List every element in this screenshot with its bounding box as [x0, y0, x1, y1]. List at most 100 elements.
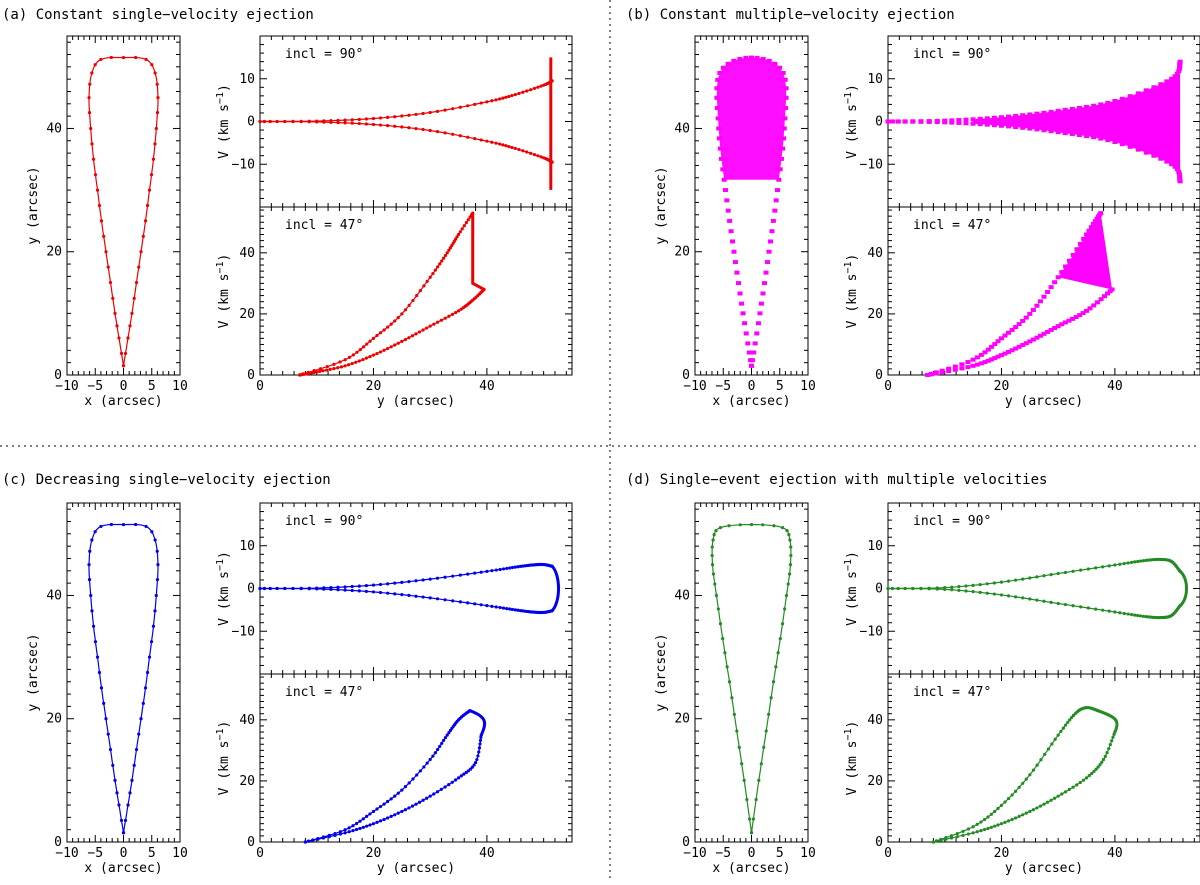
shape-curve-point — [713, 582, 717, 586]
pv90-upper-point — [451, 574, 455, 578]
pv90-lower-point — [435, 130, 440, 134]
pv47-lower-point — [986, 826, 990, 831]
shape-curve-point — [714, 106, 720, 111]
pv90-upper-point — [501, 96, 505, 100]
pv90-lower-point — [977, 122, 983, 127]
shape-curve-point — [115, 791, 119, 795]
pv47-upper-point — [443, 253, 448, 258]
pv90-upper-point — [357, 584, 361, 588]
shape-curve-point — [787, 572, 792, 576]
pv47-lower-point — [443, 785, 447, 789]
shape-curve-point — [153, 538, 157, 542]
shape-ylabel: y (arcsec) — [654, 166, 669, 244]
shape-curve-point — [774, 665, 778, 669]
y-tick-label: 0 — [247, 368, 255, 383]
shape-curve-point — [137, 732, 141, 736]
c-pv47-frame — [259, 673, 573, 843]
panel-title-d: (d) Single−event ejection with multiple … — [626, 472, 1047, 488]
pv90-lower-point — [971, 590, 975, 594]
pv90-lower-point — [1113, 610, 1117, 614]
pv47-upper-point — [979, 820, 983, 824]
shape-curve-point — [91, 624, 96, 628]
shape-curve-point — [99, 57, 103, 62]
shape-curve-point — [716, 126, 722, 131]
pv90-lower-point — [1062, 131, 1068, 136]
y-tick-label: 10 — [239, 72, 255, 87]
pv47-upper-point — [365, 342, 369, 346]
pv47-upper-point — [396, 315, 400, 320]
pv47-lower-point — [1041, 331, 1047, 336]
pv47-upper-point — [998, 336, 1004, 341]
pv47-lower-point — [1021, 813, 1025, 817]
pv47-upper-point — [1020, 318, 1026, 323]
ylabel-part: ) — [845, 551, 860, 559]
pv47-upper-point — [347, 355, 352, 359]
pv47-lower-point — [978, 361, 984, 366]
shape-curve-point — [727, 680, 732, 684]
pv47-upper-point — [425, 761, 429, 765]
pv90-upper-point — [1176, 66, 1182, 71]
shape-curve-point — [111, 763, 115, 767]
pv47-upper-point — [1056, 733, 1060, 737]
pv47-upper-point — [393, 794, 397, 798]
pv90-lower-point — [1129, 613, 1134, 617]
pv47-lower-point — [447, 783, 451, 787]
pv47-upper-point — [375, 807, 379, 811]
pv90-upper-line — [888, 558, 1181, 590]
pv47-lower-point — [389, 345, 393, 349]
pv90-lower-point — [371, 590, 376, 594]
x-tick-label: −10 — [55, 846, 78, 861]
shape-curve-point — [731, 58, 737, 63]
pv47-lower-point — [476, 754, 480, 758]
pv47-upper-point — [358, 819, 362, 823]
pv47-lower-point — [450, 780, 454, 784]
pv90-upper-point — [393, 581, 397, 585]
pv90-lower-point — [963, 121, 969, 126]
x-tick-label: 0 — [256, 846, 264, 861]
pv90-lower-point — [1049, 600, 1053, 604]
pv90-upper-point — [1133, 560, 1137, 564]
shape-curve-point — [153, 142, 157, 146]
pv90-upper-point — [1126, 561, 1130, 565]
pv47-upper-point — [1091, 221, 1097, 226]
pv47-lower-point — [425, 796, 429, 800]
pv47-lower-point — [949, 836, 954, 840]
pv90-lower-point — [343, 588, 347, 592]
pv47-lower-point — [439, 318, 444, 322]
pv47-lower-point — [400, 809, 404, 814]
pv47-lower-point — [333, 833, 337, 837]
shape-curve-point — [718, 526, 723, 530]
pv47-upper-point — [425, 279, 429, 283]
pv47-upper-point — [343, 358, 347, 362]
pv47-lower-point — [358, 826, 362, 831]
pv47-lower-point — [1081, 778, 1086, 782]
shape-curve-point — [782, 116, 788, 121]
pv90-lower-point — [329, 587, 333, 592]
ylabel-part: V (km s — [845, 274, 860, 329]
shape-curve-point — [150, 530, 154, 534]
shape-curve-point — [123, 351, 128, 356]
pv90-ylabel: V (km s−1) — [843, 551, 860, 626]
ylabel-superscript: −1 — [843, 559, 854, 571]
pv47-ylabel: V (km s−1) — [215, 254, 232, 329]
pv47-upper-point — [965, 360, 971, 365]
pv90-lower-point — [307, 587, 311, 591]
pv47-upper-point — [403, 785, 408, 789]
pv90-upper-point — [1151, 85, 1157, 90]
pv90-lower-point — [886, 586, 890, 591]
pv47-lower-line — [933, 731, 1116, 843]
y-tick-label: 40 — [239, 246, 255, 261]
pv47-lower-point — [1105, 751, 1109, 755]
pv90-upper-point — [1056, 571, 1060, 576]
pv47-upper-point — [989, 344, 995, 349]
pv90-lower-point — [1069, 132, 1075, 137]
pv47-upper-point — [1086, 228, 1092, 233]
pv47-upper-point — [1023, 315, 1029, 320]
pv90-lower-point — [268, 119, 272, 124]
y-tick-label: 20 — [46, 712, 62, 727]
pv47-lower-point — [998, 353, 1004, 358]
pv47-lower-point — [1003, 820, 1007, 824]
pv47-lower-point — [472, 763, 476, 767]
panel-title-a: (a) Constant single−velocity ejection — [2, 7, 314, 23]
pv47-lower-point — [1028, 809, 1032, 814]
